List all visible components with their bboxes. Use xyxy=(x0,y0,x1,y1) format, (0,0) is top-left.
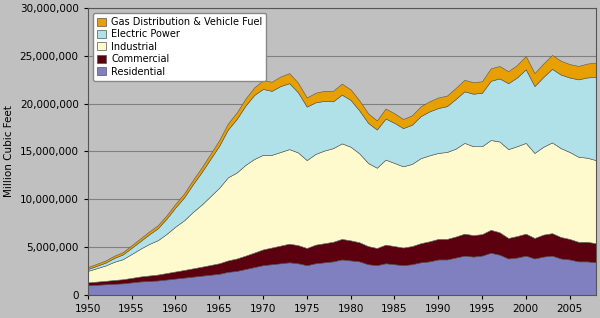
Legend: Gas Distribution & Vehicle Fuel, Electric Power, Industrial, Commercial, Residen: Gas Distribution & Vehicle Fuel, Electri… xyxy=(92,13,266,80)
Y-axis label: Million Cubic Feet: Million Cubic Feet xyxy=(4,106,14,197)
